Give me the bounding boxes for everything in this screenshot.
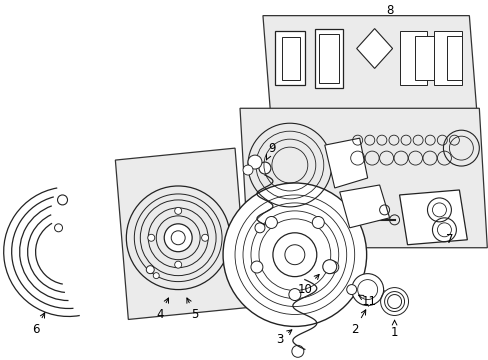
Circle shape — [174, 261, 182, 268]
Bar — [399, 31, 427, 85]
Circle shape — [351, 274, 383, 306]
Circle shape — [153, 273, 159, 279]
Polygon shape — [263, 15, 476, 118]
Text: 7: 7 — [445, 233, 452, 246]
Circle shape — [326, 261, 338, 273]
Circle shape — [174, 207, 182, 214]
Bar — [318, 33, 338, 84]
Text: 6: 6 — [32, 313, 44, 336]
Text: 10: 10 — [297, 274, 319, 296]
Bar — [414, 36, 436, 80]
Text: 11: 11 — [358, 295, 376, 308]
Circle shape — [250, 261, 263, 273]
Polygon shape — [356, 28, 392, 68]
Circle shape — [201, 234, 208, 241]
Circle shape — [357, 280, 377, 300]
Text: 8: 8 — [385, 4, 392, 17]
Circle shape — [55, 224, 62, 232]
Text: 2: 2 — [350, 310, 365, 336]
Circle shape — [259, 162, 270, 174]
Circle shape — [288, 289, 300, 301]
Circle shape — [312, 216, 324, 229]
Circle shape — [171, 231, 185, 245]
Circle shape — [223, 183, 366, 327]
Circle shape — [265, 216, 277, 229]
Polygon shape — [399, 190, 467, 245]
Bar — [281, 37, 299, 80]
Bar — [433, 31, 462, 85]
Circle shape — [58, 195, 67, 205]
Circle shape — [254, 223, 264, 233]
Polygon shape — [115, 148, 247, 319]
Bar — [314, 28, 342, 88]
Circle shape — [146, 266, 154, 274]
Text: 5: 5 — [186, 298, 199, 321]
Polygon shape — [339, 185, 389, 228]
Polygon shape — [240, 108, 487, 248]
Bar — [447, 36, 462, 80]
Circle shape — [272, 233, 316, 276]
Circle shape — [291, 345, 303, 357]
Polygon shape — [324, 138, 367, 188]
Text: 9: 9 — [266, 141, 275, 160]
Circle shape — [164, 224, 192, 252]
Text: 4: 4 — [156, 298, 168, 321]
Circle shape — [147, 234, 154, 241]
Circle shape — [322, 260, 336, 274]
Circle shape — [285, 245, 304, 265]
Bar — [274, 31, 304, 85]
Text: 3: 3 — [276, 330, 291, 346]
Circle shape — [247, 155, 262, 169]
Circle shape — [243, 165, 252, 175]
Circle shape — [346, 285, 356, 294]
Text: 1: 1 — [390, 320, 398, 339]
